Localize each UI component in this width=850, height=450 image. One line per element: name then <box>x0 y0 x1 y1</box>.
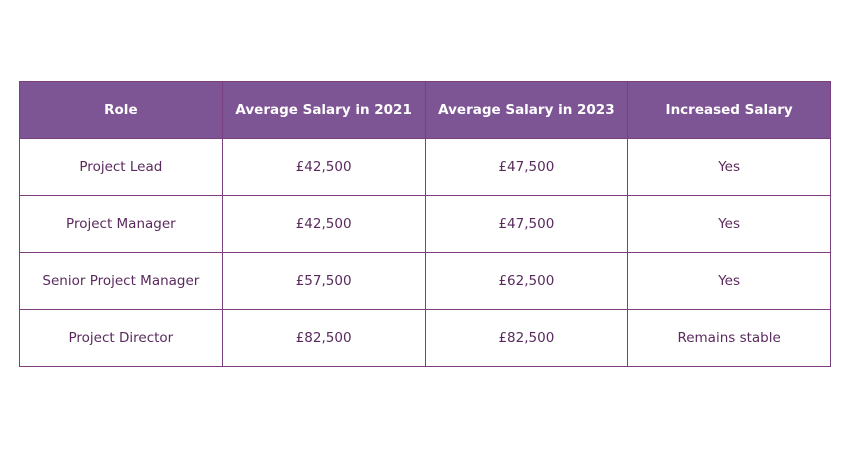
table-cell: Remains stable <box>627 309 831 367</box>
table-cell: £47,500 <box>424 138 629 196</box>
table-row: Project Lead £42,500 £47,500 Yes <box>19 138 831 196</box>
table-cell: £62,500 <box>424 252 629 310</box>
header-row: Role Average Salary in 2021 Average Salary… <box>19 81 831 139</box>
table-cell: Project Manager <box>19 195 223 253</box>
table-cell: Project Lead <box>19 138 223 196</box>
table-cell: £57,500 <box>221 252 426 310</box>
table-row: Senior Project Manager £57,500 £62,500 Yes <box>19 252 831 310</box>
table-cell: Project Director <box>19 309 223 367</box>
header-cell: Average Salary in 2023 <box>424 81 629 139</box>
table-cell: £82,500 <box>424 309 629 367</box>
header-cell: Role <box>19 81 223 139</box>
table-row: Project Manager £42,500 £47,500 Yes <box>19 195 831 253</box>
header-cell: Average Salary in 2021 <box>221 81 426 139</box>
table-cell: Yes <box>627 195 831 253</box>
table-cell: £42,500 <box>221 138 426 196</box>
table-row: Project Director £82,500 £82,500 Remains st… <box>19 309 831 367</box>
table-body: Project Lead £42,500 £47,500 Yes Project Man… <box>19 138 831 367</box>
salary-table: Role Average Salary in 2021 Average Salary… <box>19 81 831 367</box>
table-cell: £42,500 <box>221 195 426 253</box>
table-cell: Senior Project Manager <box>19 252 223 310</box>
table-cell: £82,500 <box>221 309 426 367</box>
table-cell: Yes <box>627 252 831 310</box>
header-cell: Increased Salary <box>627 81 831 139</box>
table-cell: Yes <box>627 138 831 196</box>
table-cell: £47,500 <box>424 195 629 253</box>
